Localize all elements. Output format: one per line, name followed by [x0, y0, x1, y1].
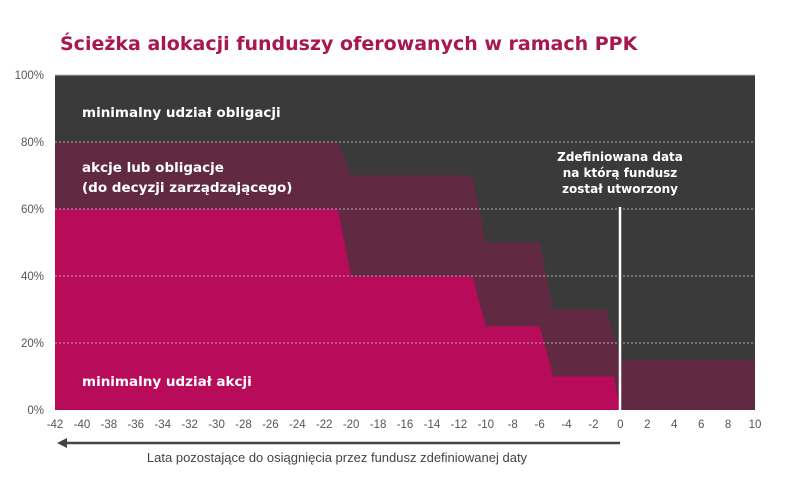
y-tick-label: 100% [15, 70, 44, 82]
annotation-line-3: został utworzony [562, 182, 678, 196]
band-label-equity: minimalny udział akcji [82, 374, 252, 390]
x-tick-label: -38 [101, 419, 118, 431]
x-tick-label: -30 [208, 419, 225, 431]
x-tick-label: 10 [749, 419, 762, 431]
x-tick-label: -22 [316, 419, 333, 431]
x-axis-label: Lata pozostające do osiągnięcia przez fu… [147, 450, 528, 465]
annotation-line-2: na którą fundusz [563, 166, 678, 180]
x-tick-label: -24 [289, 419, 306, 431]
x-tick-label: -20 [343, 419, 360, 431]
x-tick-label: -34 [154, 419, 171, 431]
y-tick-label: 40% [21, 271, 44, 283]
plot-area [55, 75, 755, 410]
y-tick-label: 20% [21, 338, 44, 350]
x-tick-label: -2 [588, 419, 598, 431]
x-tick-label: -6 [534, 419, 544, 431]
x-tick-label: -26 [262, 419, 279, 431]
x-tick-label: -12 [451, 419, 468, 431]
band-label-mixed-2: (do decyzji zarządzającego) [82, 180, 292, 196]
y-tick-label: 60% [21, 204, 44, 216]
y-tick-label: 0% [27, 405, 44, 417]
x-tick-label: -10 [477, 419, 494, 431]
x-tick-label: 6 [698, 419, 704, 431]
band-label-bonds: minimalny udział obligacji [82, 105, 281, 121]
x-tick-label: 0 [617, 419, 623, 431]
annotation-line-1: Zdefiniowana data [557, 150, 683, 164]
x-tick-label: 2 [644, 419, 650, 431]
x-tick-label: -14 [424, 419, 441, 431]
x-tick-label: -8 [508, 419, 518, 431]
x-tick-label: 8 [725, 419, 731, 431]
x-tick-label: -36 [127, 419, 144, 431]
y-tick-label: 80% [21, 137, 44, 149]
x-tick-label: -40 [74, 419, 91, 431]
band-label-mixed-1: akcje lub obligacje [82, 160, 224, 176]
x-tick-label: -18 [370, 419, 387, 431]
area-series-0 [55, 209, 755, 410]
x-tick-label: 4 [671, 419, 678, 431]
x-tick-label: -42 [47, 419, 64, 431]
x-tick-label: -4 [561, 419, 572, 431]
x-tick-label: -32 [181, 419, 198, 431]
chart-title: Ścieżka alokacji funduszy oferowanych w … [60, 31, 639, 55]
direction-arrow [57, 438, 620, 448]
y-axis: 0% 20% 40% 60% 80% 100% [15, 70, 44, 417]
x-tick-label: -16 [397, 419, 414, 431]
x-axis: -42 -40 -38 -36 -34 -32 -30 -28 -26 -24 -22 -20 -18-… [47, 419, 762, 431]
gridlines [55, 74, 755, 344]
x-tick-label: -28 [235, 419, 252, 431]
